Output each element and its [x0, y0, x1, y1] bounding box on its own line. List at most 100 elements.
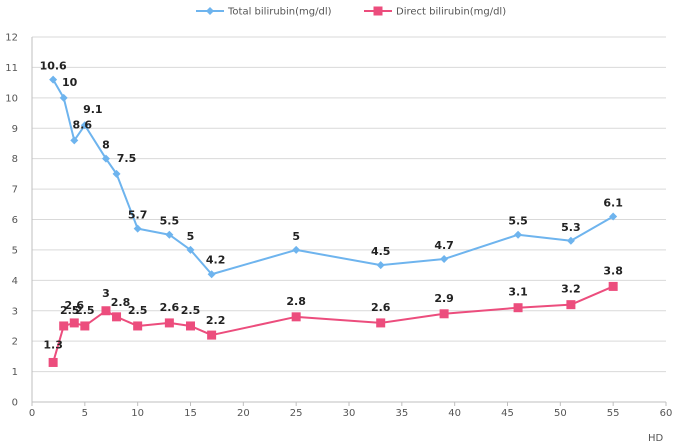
- y-tick-label: 12: [5, 33, 18, 44]
- y-tick-label: 2: [12, 337, 18, 348]
- direct-bilirubin-point: [48, 357, 58, 367]
- total-bilirubin-data-label: 4.5: [371, 245, 391, 258]
- x-tick-label: 60: [660, 408, 673, 419]
- y-tick-label: 4: [12, 276, 18, 287]
- data-label-layer: 10.6 10 8.6 9.1 8 7.5 5.7 5.5 5 4.2 5 4.5 4.7 5.5 5.3 6…: [40, 60, 623, 352]
- direct-bilirubin-point: [112, 312, 122, 322]
- direct-bilirubin-point: [513, 303, 523, 313]
- total-bilirubin-data-label: 5.5: [508, 215, 528, 228]
- direct-bilirubin-data-label: 3.1: [508, 286, 528, 299]
- total-bilirubin-point: [80, 121, 89, 130]
- y-tick-label: 6: [12, 215, 18, 226]
- y-tick-label: 3: [12, 306, 18, 317]
- direct-bilirubin-data-label: 2.9: [434, 292, 454, 305]
- total-bilirubin-data-label: 10.6: [40, 60, 67, 73]
- direct-bilirubin-data-label: 2.6: [65, 299, 85, 312]
- direct-bilirubin-point: [133, 321, 143, 331]
- direct-bilirubin-data-label: 3.8: [603, 264, 623, 277]
- x-tick-label: 15: [184, 408, 197, 419]
- direct-bilirubin-data-label: 2.2: [206, 314, 226, 327]
- direct-bilirubin-point: [207, 330, 217, 340]
- direct-bilirubin-data-label: 1.3: [43, 338, 63, 351]
- direct-bilirubin-point: [376, 318, 386, 328]
- direct-bilirubin-line: [52, 285, 614, 363]
- direct-bilirubin-point: [80, 321, 90, 331]
- total-bilirubin-data-label: 7.5: [117, 152, 137, 165]
- grid-layer: [32, 36, 666, 403]
- total-bilirubin-point: [566, 236, 575, 245]
- direct-bilirubin-point: [101, 306, 111, 316]
- direct-bilirubin-legend-marker: [373, 6, 383, 16]
- y-tick-label: 1: [12, 367, 18, 378]
- total-bilirubin-point: [133, 224, 142, 233]
- direct-bilirubin-data-label: 2.5: [60, 304, 80, 317]
- direct-bilirubin-point: [439, 309, 449, 319]
- total-bilirubin-point: [376, 261, 385, 270]
- direct-bilirubin-point: [59, 321, 69, 331]
- y-tick-label: 8: [12, 154, 18, 165]
- total-bilirubin-data-label: 5.3: [561, 221, 581, 234]
- direct-bilirubin-data-label: 2.5: [181, 304, 201, 317]
- total-bilirubin-legend-label: Total bilirubin(mg/dl): [227, 7, 332, 18]
- y-tick-label: 0: [12, 398, 18, 409]
- direct-bilirubin-point: [608, 281, 618, 291]
- total-bilirubin-data-label: 5: [292, 230, 300, 243]
- direct-bilirubin-data-label: 2.6: [160, 301, 180, 314]
- total-bilirubin-data-label: 6.1: [603, 196, 623, 209]
- x-tick-label: 20: [237, 408, 250, 419]
- x-tick-label: 55: [607, 408, 620, 419]
- direct-bilirubin-point: [186, 321, 195, 331]
- series-layer: [48, 75, 618, 367]
- total-bilirubin-data-label: 10: [62, 76, 78, 89]
- total-bilirubin-point: [101, 154, 110, 163]
- y-tick-label: 9: [12, 124, 18, 135]
- x-tick-label: 45: [501, 408, 514, 419]
- x-tick-label: 40: [448, 408, 461, 419]
- total-bilirubin-point: [609, 212, 618, 221]
- total-bilirubin-point: [514, 230, 523, 239]
- x-tick-label: 5: [82, 408, 88, 419]
- total-bilirubin-legend-marker: [206, 7, 214, 15]
- total-bilirubin-data-label: 8: [102, 139, 110, 152]
- total-bilirubin-data-label: 8.6: [73, 118, 93, 131]
- direct-bilirubin-legend-label: Direct bilirubin(mg/dl): [396, 7, 506, 18]
- y-tick-label: 7: [12, 185, 18, 196]
- y-tick-label: 11: [5, 63, 18, 74]
- x-tick-label: 50: [554, 408, 567, 419]
- x-tick-label: 0: [29, 408, 35, 419]
- x-tick-label: 10: [131, 408, 144, 419]
- direct-bilirubin-data-label: 2.8: [286, 295, 306, 308]
- direct-bilirubin-data-label: 2.6: [371, 301, 391, 314]
- direct-bilirubin-data-label: 3.2: [561, 283, 581, 296]
- direct-bilirubin-data-label: 2.5: [75, 304, 95, 317]
- legend: Total bilirubin(mg/dl) Direct bilirubin(m…: [196, 6, 506, 18]
- direct-bilirubin-point: [291, 312, 301, 322]
- total-bilirubin-point: [70, 136, 79, 145]
- total-bilirubin-point: [186, 245, 195, 254]
- total-bilirubin-point: [440, 255, 449, 264]
- total-bilirubin-data-label: 9.1: [83, 103, 103, 116]
- total-bilirubin-data-label: 5: [187, 230, 195, 243]
- y-tick-label: 5: [12, 245, 18, 256]
- total-bilirubin-point: [112, 169, 121, 178]
- direct-bilirubin-point: [69, 318, 79, 328]
- x-tick-label: 30: [343, 408, 356, 419]
- direct-bilirubin-data-label: 2.8: [111, 296, 131, 309]
- total-bilirubin-data-label: 5.7: [128, 209, 148, 222]
- total-bilirubin-line: [52, 79, 614, 276]
- x-tick-label: 35: [395, 408, 408, 419]
- total-bilirubin-data-label: 4.7: [434, 239, 454, 252]
- y-tick-label: 10: [5, 93, 18, 104]
- direct-bilirubin-point: [164, 318, 174, 328]
- total-bilirubin-point: [49, 75, 58, 84]
- total-bilirubin-point: [165, 230, 174, 239]
- total-bilirubin-data-label: 5.5: [160, 215, 180, 228]
- x-tick-label: 25: [290, 408, 303, 419]
- direct-bilirubin-data-label: 2.5: [128, 304, 148, 317]
- total-bilirubin-point: [292, 245, 301, 254]
- x-axis-title: HD: [648, 433, 664, 444]
- direct-bilirubin-point: [566, 300, 576, 310]
